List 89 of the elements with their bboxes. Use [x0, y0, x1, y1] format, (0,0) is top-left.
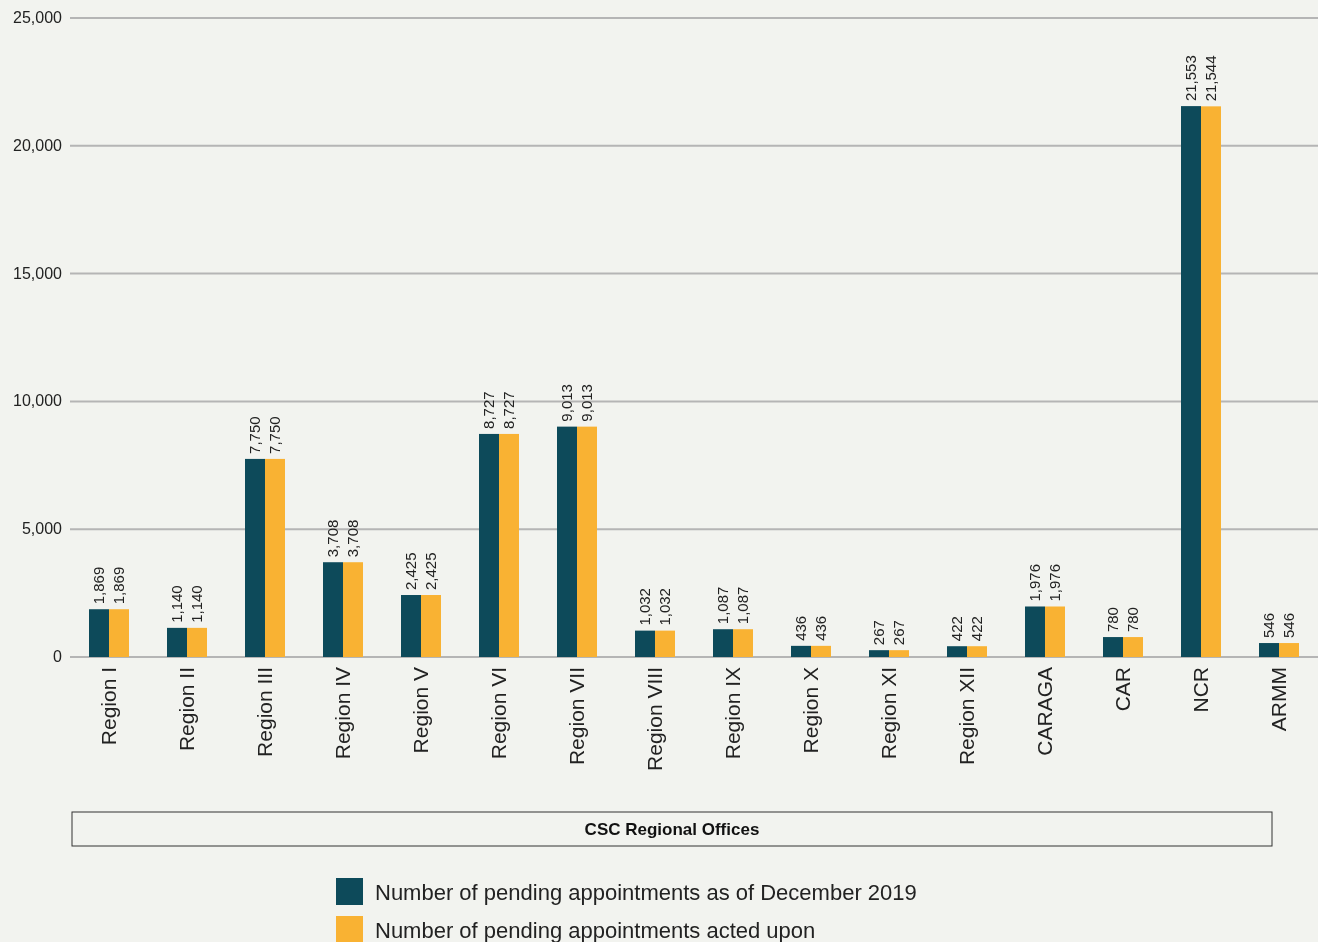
x-tick-label: NCR [1189, 667, 1212, 713]
bar [1181, 106, 1201, 657]
bar [947, 646, 967, 657]
bar [187, 627, 207, 657]
x-tick-label: Region XII [955, 667, 978, 766]
y-tick-label: 5,000 [21, 520, 63, 538]
data-label: 9,013 [578, 384, 595, 422]
bar [811, 645, 831, 657]
x-tick-label: ARMM [1267, 667, 1290, 732]
data-label: 546 [1260, 613, 1277, 639]
data-label: 546 [1280, 613, 1297, 639]
legend-label: Number of pending appointments acted upon [375, 918, 816, 942]
bar [89, 609, 109, 657]
data-label: 1,087 [714, 586, 731, 625]
data-label: 422 [948, 616, 965, 642]
bar [967, 646, 987, 657]
x-tick-label: Region VIII [643, 667, 666, 771]
bar [479, 433, 499, 657]
data-label: 422 [968, 616, 985, 642]
bar [245, 458, 265, 657]
data-label: 7,750 [266, 416, 283, 454]
bar [713, 629, 733, 657]
x-tick-label: Region XI [877, 667, 900, 760]
bar [1103, 637, 1123, 657]
bar [167, 627, 187, 657]
data-label: 436 [792, 615, 809, 641]
data-label: 1,032 [656, 588, 673, 626]
data-label: 8,727 [480, 391, 497, 429]
bar [889, 650, 909, 657]
data-label: 1,976 [1046, 563, 1063, 602]
bar [1025, 606, 1045, 657]
x-tick-label: Region II [175, 667, 198, 752]
data-label: 267 [890, 620, 907, 646]
data-label: 1,140 [188, 585, 205, 623]
bar [635, 630, 655, 657]
data-label: 21,544 [1202, 55, 1219, 102]
x-tick-label: Region I [97, 667, 120, 746]
y-tick-label: 15,000 [13, 264, 63, 282]
bar [109, 609, 129, 657]
y-tick-label: 25,000 [13, 9, 63, 26]
x-tick-label: Region VII [565, 667, 588, 766]
y-tick-label: 20,000 [13, 136, 63, 154]
bar [421, 595, 441, 657]
data-label: 1,869 [90, 566, 107, 605]
bar [1279, 643, 1299, 657]
bar [1201, 106, 1221, 657]
data-label: 436 [812, 615, 829, 641]
bar [1045, 606, 1065, 657]
bar [733, 629, 753, 657]
bar [1123, 637, 1143, 657]
data-label: 2,425 [422, 552, 439, 591]
data-label: 2,425 [402, 552, 419, 591]
data-label: 3,708 [324, 519, 341, 558]
bar [1259, 643, 1279, 657]
x-tick-label: Region VI [487, 667, 510, 760]
x-tick-label: Region IV [331, 667, 354, 760]
legend-label: Number of pending appointments as of December 2019 [375, 880, 917, 905]
data-label: 1,032 [636, 588, 653, 626]
bar [869, 650, 889, 657]
x-axis-title: CSC Regional Offices [584, 820, 760, 839]
bar [577, 426, 597, 657]
x-tick-label: CARAGA [1033, 667, 1056, 756]
data-label: 1,976 [1026, 563, 1043, 602]
data-label: 8,727 [500, 391, 517, 429]
x-tick-label: Region X [799, 667, 822, 754]
data-label: 780 [1124, 607, 1141, 633]
bar [499, 433, 519, 657]
data-label: 1,087 [734, 586, 751, 625]
bar [791, 645, 811, 657]
bar [265, 458, 285, 657]
y-tick-label: 0 [53, 648, 63, 665]
x-tick-label: Region V [409, 667, 432, 754]
data-label: 3,708 [344, 519, 361, 558]
bar [401, 595, 421, 657]
y-tick-label: 10,000 [13, 392, 63, 410]
bar [655, 630, 675, 657]
data-label: 1,869 [110, 566, 127, 605]
x-tick-label: CAR [1111, 667, 1134, 712]
data-label: 21,553 [1182, 55, 1199, 102]
bar [557, 426, 577, 657]
x-tick-label: Region III [253, 667, 276, 757]
data-label: 9,013 [558, 384, 575, 422]
data-label: 780 [1104, 607, 1121, 633]
data-label: 7,750 [246, 416, 263, 454]
bar [323, 562, 343, 657]
x-tick-label: Region IX [721, 667, 744, 760]
bar [343, 562, 363, 657]
data-label: 267 [870, 620, 887, 646]
data-label: 1,140 [168, 585, 185, 623]
